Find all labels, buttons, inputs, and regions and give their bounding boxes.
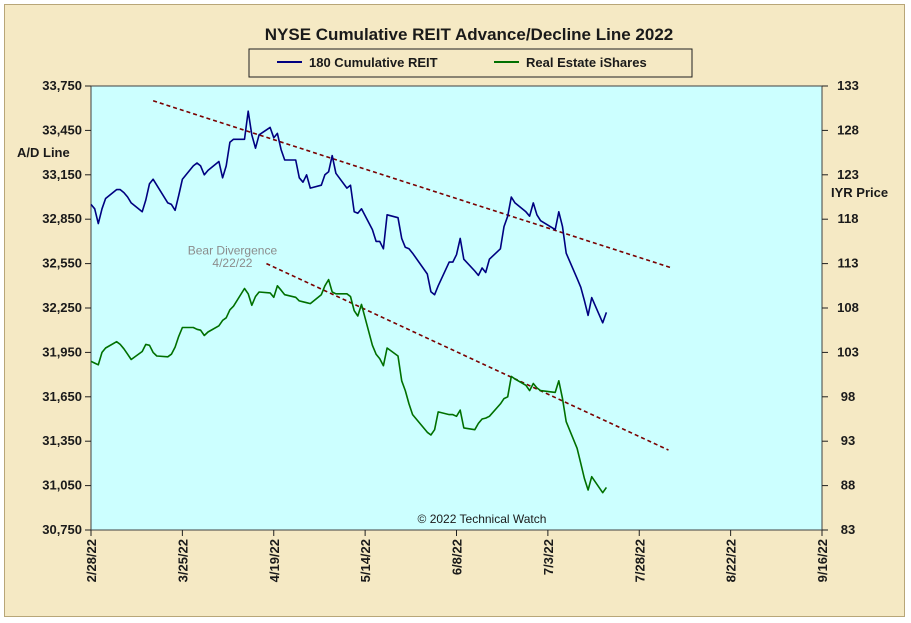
legend: 180 Cumulative REIT Real Estate iShares [248,48,693,78]
y-tick-label-left: 31,950 [42,344,82,359]
y-tick-label-left: 31,050 [42,478,82,493]
copyright-text: © 2022 Technical Watch [418,512,547,526]
x-tick-label: 7/3/22 [541,539,556,575]
y-tick-label-right: 108 [837,300,859,315]
y-tick-label-right: 103 [837,344,859,359]
x-tick-label: 7/28/22 [632,539,647,582]
x-tick-label: 9/16/22 [815,539,830,582]
y-tick-label-right: 128 [837,122,859,137]
y-tick-label-left: 33,750 [42,78,82,93]
x-tick-label: 2/28/22 [84,539,99,582]
trendlines [152,100,673,451]
y-tick-label-right: 98 [841,389,855,404]
y-tick-label-left: 33,150 [42,167,82,182]
y-tick-label-right: 88 [841,478,855,493]
annotation-bear-divergence-2: 4/22/22 [212,256,252,270]
y-tick-label-left: 32,250 [42,300,82,315]
x-tick-label: 3/25/22 [175,539,190,582]
axis-ticks: 33,750 33,450 33,150 32,850 32,550 32,250 31,9… [42,78,859,582]
series-line-reit [90,110,608,324]
y-axis-right-label: IYR Price [831,185,888,200]
y-tick-label-left: 31,350 [42,433,82,448]
plot-area [90,85,823,531]
y-axis-left-label: A/D Line [17,145,70,160]
y-tick-label-right: 93 [841,433,855,448]
legend-box [248,48,693,78]
x-tick-label: 5/14/22 [358,539,373,582]
annotation-bear-divergence-1: Bear Divergence [188,244,278,258]
series-lines [90,110,608,494]
y-tick-label-right: 118 [838,211,859,226]
y-tick-label-left: 32,850 [42,211,82,226]
series-line-iyr [90,278,608,494]
x-tick-label: 4/19/22 [267,539,282,582]
chart-svg: NYSE Cumulative REIT Advance/Decline Lin… [17,25,888,582]
legend-label-iyr: Real Estate iShares [526,55,647,70]
chart-title: NYSE Cumulative REIT Advance/Decline Lin… [265,25,673,44]
trendline-iyr [266,262,669,451]
y-tick-label-left: 31,650 [42,389,82,404]
y-tick-label-left: 32,550 [42,256,82,271]
y-tick-label-right: 133 [837,78,859,93]
legend-label-reit: 180 Cumulative REIT [309,55,438,70]
y-tick-label-right: 123 [837,167,859,182]
chart-frame: NYSE Cumulative REIT Advance/Decline Lin… [4,4,905,617]
y-tick-label-left: 30,750 [42,522,82,537]
y-tick-label-right: 83 [841,522,855,537]
y-tick-label-right: 113 [838,256,859,271]
x-tick-label: 8/22/22 [724,539,739,582]
y-tick-label-left: 33,450 [42,122,82,137]
x-tick-label: 6/8/22 [450,539,465,575]
